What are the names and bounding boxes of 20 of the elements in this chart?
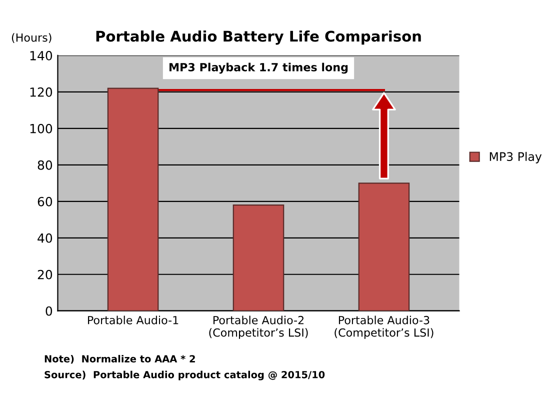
y-tick-label: 20 — [38, 270, 52, 280]
chart-title: Portable Audio Battery Life Comparison — [96, 30, 421, 45]
y-tick-label: 100 — [30, 124, 52, 134]
text: Note) Normalize to AAA * 2 — [44, 354, 195, 364]
y-tick-label: 120 — [30, 87, 52, 97]
y-tick-label: 60 — [38, 196, 52, 206]
x-tick-label: Portable Audio-2 (Competitor’s LSI) — [209, 316, 308, 339]
bar — [107, 88, 159, 311]
y-tick-label: 140 — [30, 50, 52, 60]
y-axis-title: (Hours) — [12, 33, 52, 44]
source-note: Source) Portable Audio product catalog @ 2015/10 — [44, 370, 325, 380]
bar — [232, 204, 284, 311]
y-tick-label: 40 — [38, 233, 52, 243]
annotation: MP3 Playback 1.7 times long — [170, 62, 348, 74]
bar — [358, 182, 410, 311]
y-tick-label: 0 — [46, 306, 52, 316]
x-tick-label: Portable Audio-3 (Competitor’s LSI) — [334, 316, 434, 339]
y-tick-label: 80 — [38, 160, 52, 170]
legend-label: MP3 Play — [490, 152, 542, 164]
x-tick-label: Portable Audio-1 — [88, 316, 178, 324]
